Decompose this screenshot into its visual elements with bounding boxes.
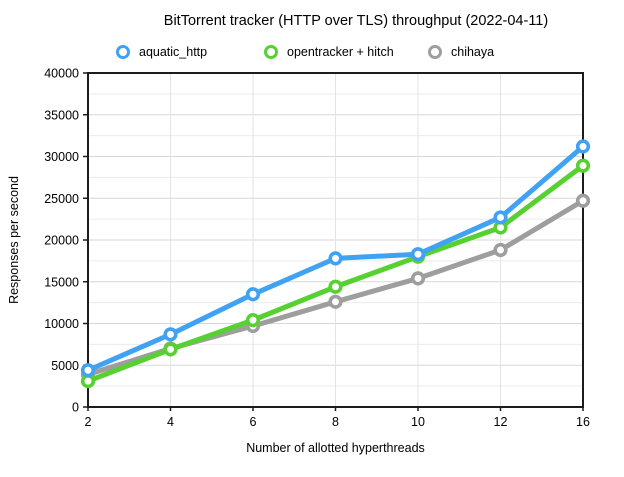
- data-point: [328, 251, 343, 266]
- y-axis-tick-label: 0: [72, 401, 79, 415]
- data-point: [410, 247, 426, 262]
- chart-legend: aquatic_http opentracker + hitch chihaya: [0, 43, 624, 61]
- data-point: [245, 313, 261, 328]
- y-axis-tick-label: 5000: [51, 359, 79, 373]
- y-axis-tick-label: 15000: [44, 275, 79, 289]
- data-point: [328, 294, 343, 309]
- data-point: [80, 363, 96, 378]
- x-axis-tick-label: 12: [494, 415, 508, 429]
- y-axis-tick-label: 10000: [44, 317, 79, 331]
- data-point: [575, 139, 591, 154]
- x-axis-title: Number of allotted hyperthreads: [246, 441, 425, 455]
- data-point: [410, 271, 426, 286]
- data-point: [328, 279, 343, 294]
- data-point: [163, 327, 178, 342]
- series-marker-icon: [116, 45, 130, 59]
- y-axis-tick-label: 30000: [44, 150, 79, 164]
- legend-item-label: opentracker + hitch: [287, 45, 394, 59]
- x-axis-tick-label: 6: [250, 415, 257, 429]
- legend-item-label: chihaya: [451, 45, 495, 59]
- x-axis-tick-label: 10: [411, 415, 425, 429]
- y-axis-tick-label: 25000: [44, 192, 79, 206]
- series-marker-icon: [428, 45, 442, 59]
- legend-item-aquatic-http: aquatic_http: [116, 43, 207, 61]
- data-point: [575, 158, 591, 173]
- data-point: [163, 342, 178, 357]
- data-point: [245, 287, 261, 302]
- series-opentracker-hitch: [80, 158, 591, 389]
- y-axis-title: Responses per second: [7, 176, 21, 304]
- series-aquatic-http: [80, 139, 591, 378]
- data-point: [493, 242, 508, 258]
- data-point: [575, 193, 591, 208]
- y-axis-tick-label: 20000: [44, 234, 79, 248]
- x-axis-tick-label: 2: [85, 415, 92, 429]
- series-marker-icon: [264, 45, 278, 59]
- legend-item-label: aquatic_http: [139, 45, 208, 59]
- chart-title: BitTorrent tracker (HTTP over TLS) throu…: [163, 13, 549, 29]
- y-axis-tick-label: 40000: [44, 67, 79, 81]
- data-point: [493, 210, 508, 225]
- y-axis-tick-label: 35000: [44, 108, 79, 122]
- data-point: [80, 374, 96, 389]
- x-axis-tick-label: 8: [332, 415, 339, 429]
- x-axis-tick-label: 4: [167, 415, 174, 429]
- legend-item-opentracker-hitch: opentracker + hitch: [264, 43, 394, 61]
- x-axis-tick-label: 16: [576, 415, 590, 429]
- legend-item-chihaya: chihaya: [428, 43, 494, 61]
